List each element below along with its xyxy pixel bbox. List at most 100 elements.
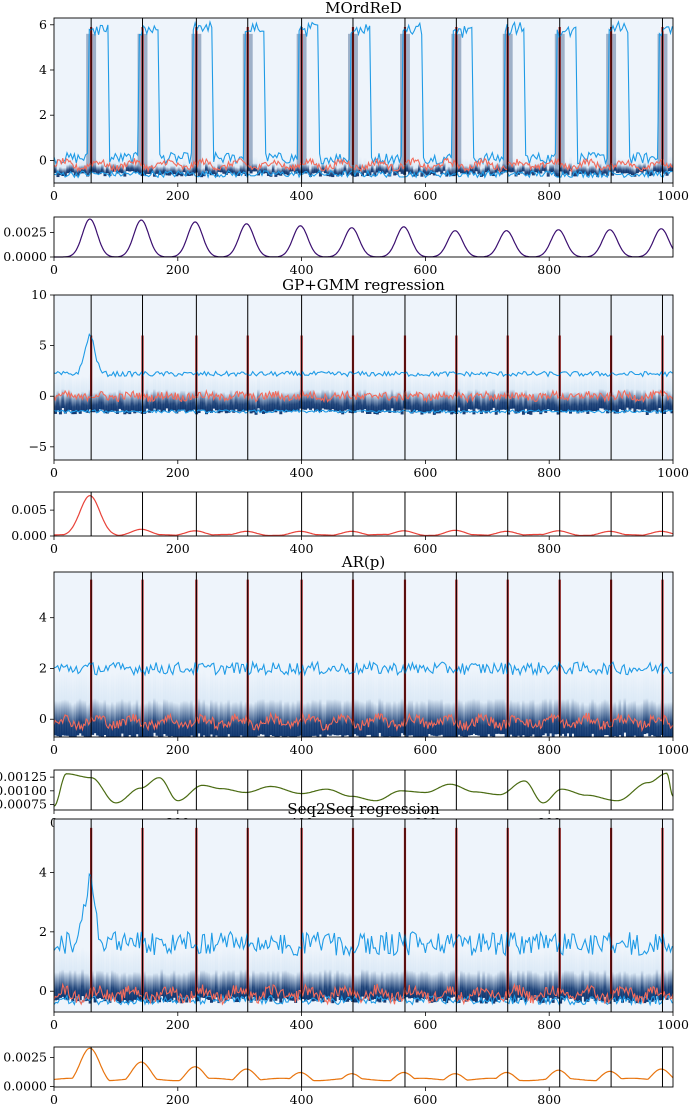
- density-strip: [571, 161, 575, 177]
- density-strip: [232, 159, 236, 174]
- density-strip: [239, 946, 243, 998]
- density-strip: [294, 674, 298, 737]
- density-strip: [279, 952, 283, 1003]
- density-strip: [524, 672, 528, 737]
- density-strip: [105, 674, 109, 737]
- density-strip: [187, 949, 191, 1000]
- density-strip: [588, 375, 592, 411]
- density-strip: [361, 672, 364, 737]
- density-strip: [514, 671, 518, 737]
- density-strip: [467, 948, 471, 1001]
- plot-background: [54, 18, 673, 183]
- density-strip: [420, 161, 424, 177]
- density-strip: [598, 156, 602, 173]
- density-strip: [591, 669, 595, 734]
- density-strip: [81, 670, 85, 736]
- density-strip: [551, 672, 555, 737]
- density-strip: [323, 946, 327, 997]
- density-strip: [244, 671, 248, 737]
- density-strip: [514, 952, 518, 1002]
- density-strip: [427, 669, 431, 735]
- upper-band-line: [54, 660, 673, 677]
- density-strip: [395, 375, 399, 411]
- density-strip: [420, 947, 424, 999]
- density-strip: [326, 669, 330, 735]
- density-strip: [58, 947, 62, 998]
- density-strip: [502, 156, 506, 172]
- density-strip: [165, 373, 169, 409]
- density-strip: [224, 672, 228, 737]
- density-strip: [576, 158, 580, 174]
- density-strip: [113, 156, 117, 172]
- density-strip: [477, 669, 481, 736]
- density-strip: [304, 673, 308, 737]
- y-tick-label: 0: [39, 983, 47, 998]
- density-strip: [442, 673, 446, 737]
- density-strip: [375, 157, 379, 173]
- density-strip: [556, 947, 560, 999]
- density-strip: [259, 670, 263, 735]
- density-strip: [331, 952, 335, 1004]
- x-tick-label: 200: [166, 188, 190, 203]
- density-strip: [363, 157, 367, 173]
- density-strip: [581, 947, 585, 997]
- density-strip: [521, 671, 525, 736]
- density-strip: [497, 949, 501, 1000]
- density-strip: [356, 951, 360, 1003]
- density-strip: [135, 948, 139, 1000]
- x-tick-label: 800: [537, 262, 561, 277]
- density-strip: [596, 161, 600, 178]
- density-strip: [304, 374, 308, 410]
- density-strip: [83, 949, 87, 1002]
- density-strip: [123, 161, 127, 177]
- density-strip: [583, 674, 587, 737]
- density-strip: [551, 157, 555, 172]
- density-strip: [309, 161, 313, 177]
- density-strip: [546, 161, 550, 177]
- density-strip: [606, 160, 610, 176]
- density-strip: [148, 670, 152, 737]
- density-strip: [197, 950, 201, 1002]
- density-strip: [591, 158, 595, 174]
- density-strip: [348, 950, 352, 1000]
- density-strip: [175, 377, 179, 414]
- density-strip: [643, 669, 647, 735]
- density-strip: [472, 950, 476, 1002]
- density-strip: [668, 947, 672, 998]
- density-strip: [534, 674, 538, 737]
- density-strip: [177, 160, 181, 176]
- density-strip: [375, 950, 379, 1002]
- density-strip: [415, 160, 419, 176]
- density-strip: [81, 946, 85, 997]
- density-strip: [120, 949, 124, 1002]
- density-strip: [108, 161, 112, 177]
- x-tick-label: 200: [166, 742, 190, 757]
- density-strip: [61, 670, 65, 736]
- density-strip: [222, 158, 226, 174]
- density-strip: [499, 669, 503, 735]
- density-strip: [618, 157, 622, 173]
- density-strip: [338, 377, 342, 413]
- density-strip: [177, 673, 181, 737]
- density-strip: [405, 673, 409, 737]
- density-strip: [311, 950, 315, 1002]
- density-strip: [76, 160, 80, 177]
- density-strip: [363, 673, 367, 737]
- density-strip: [663, 673, 667, 737]
- x-tick-label: 600: [413, 465, 437, 480]
- density-strip: [54, 948, 57, 1001]
- density-strip: [143, 947, 147, 1000]
- density-strip: [635, 157, 639, 174]
- density-strip: [348, 378, 352, 413]
- density-strip: [596, 375, 600, 412]
- density-strip: [281, 674, 285, 737]
- density-strip: [422, 376, 426, 413]
- density-strip: [613, 155, 617, 171]
- density-strip: [155, 672, 159, 736]
- density-strip: [200, 672, 204, 737]
- density-strip: [266, 161, 270, 176]
- density-strip: [509, 670, 513, 735]
- density-strip: [452, 947, 456, 997]
- x-tick-label: 0: [50, 262, 58, 277]
- density-strip: [148, 950, 152, 1003]
